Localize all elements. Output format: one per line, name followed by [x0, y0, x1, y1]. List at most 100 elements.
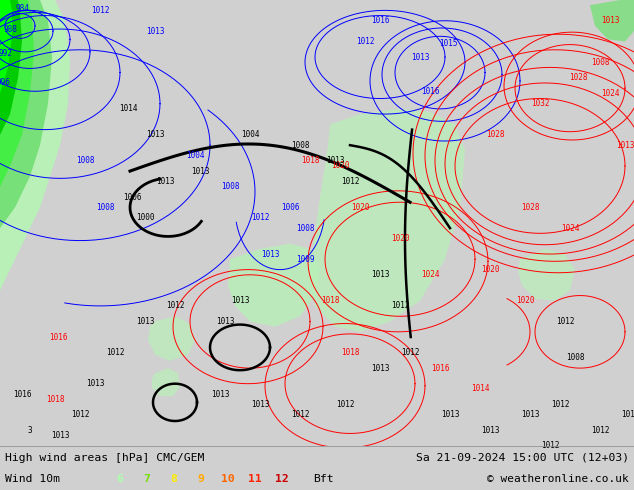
Text: 1018: 1018	[301, 156, 320, 165]
Polygon shape	[228, 244, 320, 327]
Text: 1024: 1024	[601, 89, 619, 98]
Text: 1020: 1020	[351, 203, 369, 212]
Text: 1012: 1012	[251, 213, 269, 222]
Text: 1012: 1012	[71, 410, 89, 419]
Text: 1013: 1013	[411, 52, 429, 62]
Text: 988: 988	[3, 24, 17, 33]
Polygon shape	[0, 0, 12, 93]
Text: Wind 10m: Wind 10m	[5, 474, 60, 484]
Text: 1032: 1032	[531, 99, 549, 108]
Text: 11: 11	[248, 474, 262, 484]
Text: 1024: 1024	[560, 223, 579, 233]
Text: Sa 21-09-2024 15:00 UTC (12+03): Sa 21-09-2024 15:00 UTC (12+03)	[416, 453, 629, 463]
Text: 1024: 1024	[421, 270, 439, 279]
Text: 1013: 1013	[601, 16, 619, 25]
Text: 1012: 1012	[401, 348, 419, 357]
Text: 1018: 1018	[340, 348, 359, 357]
Text: 1013: 1013	[441, 410, 459, 419]
Text: 1008: 1008	[295, 223, 314, 233]
Text: 1013: 1013	[621, 410, 634, 419]
Text: 1006: 1006	[123, 193, 141, 201]
Text: 1012: 1012	[591, 426, 609, 435]
Polygon shape	[0, 0, 22, 135]
Polygon shape	[0, 0, 34, 187]
Text: 1004: 1004	[241, 130, 259, 139]
Text: 1012: 1012	[91, 6, 109, 15]
Text: 1018: 1018	[321, 296, 339, 305]
Text: High wind areas [hPa] CMC/GEM: High wind areas [hPa] CMC/GEM	[5, 453, 204, 463]
Text: 1013: 1013	[136, 317, 154, 326]
Text: 1013: 1013	[481, 426, 499, 435]
Text: 6: 6	[117, 474, 124, 484]
Text: 10: 10	[221, 474, 235, 484]
Text: 1013: 1013	[51, 431, 69, 440]
Text: 1013: 1013	[146, 26, 164, 36]
Text: Bft: Bft	[313, 474, 333, 484]
Polygon shape	[590, 0, 634, 42]
Polygon shape	[148, 316, 195, 361]
Text: 1013: 1013	[261, 249, 279, 259]
Text: 984: 984	[15, 4, 29, 13]
Text: 1013: 1013	[146, 130, 164, 139]
Text: 1028: 1028	[486, 130, 504, 139]
Text: 1012: 1012	[336, 400, 354, 409]
Text: 1008: 1008	[96, 203, 114, 212]
Text: 1016: 1016	[421, 87, 439, 96]
Text: 1016: 1016	[371, 16, 389, 25]
Text: 1012: 1012	[356, 37, 374, 46]
Text: 1008: 1008	[221, 182, 239, 191]
Text: 1012: 1012	[391, 301, 410, 310]
Text: 12: 12	[275, 474, 289, 484]
Text: 1020: 1020	[391, 234, 410, 243]
Polygon shape	[0, 0, 70, 291]
Text: 1013: 1013	[156, 177, 174, 186]
Text: 1014: 1014	[119, 104, 137, 113]
Text: 1012: 1012	[541, 441, 559, 450]
Text: 1014: 1014	[471, 384, 489, 393]
Text: 8: 8	[171, 474, 178, 484]
Text: 1016: 1016	[13, 390, 31, 398]
Text: 1012: 1012	[551, 400, 569, 409]
Text: 1012: 1012	[106, 348, 124, 357]
Text: 1018: 1018	[46, 395, 64, 404]
Polygon shape	[152, 368, 180, 396]
Text: 1013: 1013	[326, 156, 344, 165]
Polygon shape	[310, 109, 465, 332]
Text: 1004: 1004	[186, 151, 204, 160]
Text: 1009: 1009	[295, 255, 314, 264]
Text: 992: 992	[0, 49, 12, 58]
Text: 1008: 1008	[591, 58, 609, 67]
Text: 1012: 1012	[165, 301, 184, 310]
Polygon shape	[0, 0, 52, 228]
Text: 1006: 1006	[281, 203, 299, 212]
Text: 996: 996	[0, 78, 10, 87]
Text: © weatheronline.co.uk: © weatheronline.co.uk	[488, 474, 629, 484]
Text: 1020: 1020	[515, 296, 534, 305]
Text: 1013: 1013	[521, 410, 540, 419]
Text: 1013: 1013	[86, 379, 104, 388]
Text: 1020: 1020	[481, 265, 499, 274]
Text: 1028: 1028	[521, 203, 540, 212]
Text: 1008: 1008	[75, 156, 94, 165]
Text: 1016: 1016	[430, 364, 450, 372]
Text: 7: 7	[143, 474, 150, 484]
Text: 1013: 1013	[616, 141, 634, 149]
Text: 1020: 1020	[331, 161, 349, 171]
Text: 1012: 1012	[291, 410, 309, 419]
Text: 1028: 1028	[569, 74, 587, 82]
Text: 1013: 1013	[231, 296, 249, 305]
Text: 1013: 1013	[371, 270, 389, 279]
Text: 3: 3	[28, 426, 32, 435]
Text: 1013: 1013	[216, 317, 234, 326]
Text: 1016: 1016	[49, 333, 67, 342]
Text: 1012: 1012	[340, 177, 359, 186]
Text: 1008: 1008	[291, 141, 309, 149]
Text: 1013: 1013	[191, 167, 209, 175]
Polygon shape	[518, 249, 575, 301]
Text: 1000: 1000	[136, 213, 154, 222]
Text: 1013: 1013	[210, 390, 230, 398]
Text: 1013: 1013	[251, 400, 269, 409]
Text: 1013: 1013	[371, 364, 389, 372]
Text: 1015: 1015	[439, 39, 457, 48]
Text: 1008: 1008	[566, 353, 585, 362]
